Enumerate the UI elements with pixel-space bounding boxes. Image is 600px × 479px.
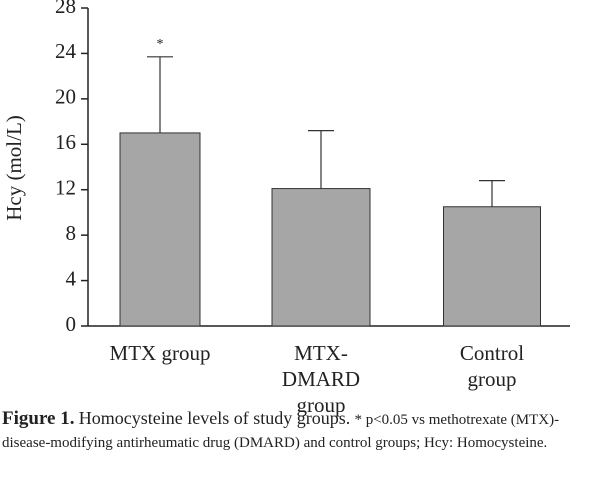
annotation: * (157, 37, 164, 52)
y-tick-label: 12 (55, 176, 76, 200)
x-tick-label: MTX-DMARD group (281, 341, 361, 417)
y-tick-label: 4 (66, 266, 77, 290)
caption-title: Homocysteine levels of study groups. (78, 408, 351, 428)
caption-label: Figure 1. (2, 408, 75, 429)
y-tick-label: 16 (55, 130, 76, 154)
bar (443, 206, 541, 327)
y-tick-label: 28 (55, 0, 76, 18)
y-tick-label: 24 (55, 39, 77, 63)
caption: Figure 1. Homocysteine levels of study g… (2, 408, 600, 454)
y-axis-label: Hcy (mol/L) (2, 115, 26, 221)
y-tick-label: 0 (66, 312, 77, 336)
bar (119, 132, 201, 327)
bar (271, 188, 371, 327)
x-tick-label: Control group (459, 341, 525, 391)
chart: Hcy (mol/L) 0 4 8 12 16 20 24 28 * (2, 0, 570, 336)
y-tick-label: 20 (55, 85, 76, 109)
y-tick-label: 8 (66, 221, 77, 245)
x-tick-label: MTX group (109, 341, 211, 365)
caption-note: * p<0.05 vs methotrexate (MTX)-disease-m… (2, 412, 560, 451)
